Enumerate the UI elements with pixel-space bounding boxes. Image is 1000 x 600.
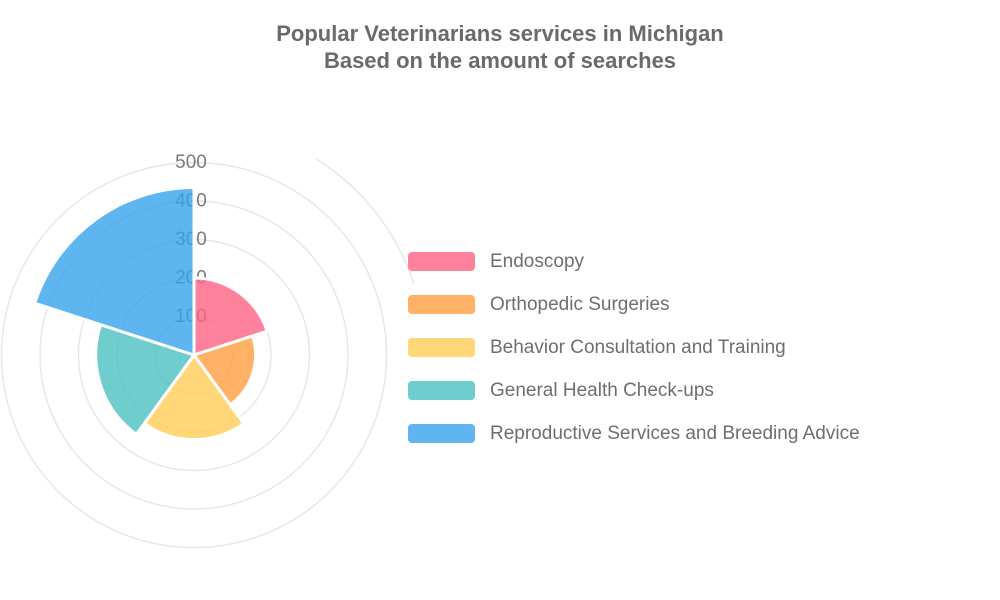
- chart-title-line1: Popular Veterinarians services in Michig…: [276, 21, 724, 46]
- legend-item-reproductive-services-and-breeding-advice[interactable]: Reproductive Services and Breeding Advic…: [408, 422, 860, 444]
- legend-item-behavior-consultation-and-training[interactable]: Behavior Consultation and Training: [408, 336, 860, 358]
- legend-item-general-health-check-ups[interactable]: General Health Check-ups: [408, 379, 860, 401]
- legend-swatch: [408, 252, 475, 271]
- grid-ring-500: [0, 161, 388, 549]
- wedge-behavior-consultation-and-training[interactable]: [142, 353, 246, 442]
- radial-tick-label-500: 500: [175, 152, 207, 173]
- chart-title: Popular Veterinarians services in Michig…: [0, 20, 1000, 74]
- legend-label: Endoscopy: [490, 250, 585, 272]
- wedge-reproductive-services-and-breeding-advice[interactable]: [33, 186, 196, 357]
- legend-swatch: [408, 338, 475, 357]
- wedge-general-health-check-ups[interactable]: [94, 323, 196, 436]
- legend-swatch: [408, 424, 475, 443]
- legend-swatch: [408, 295, 475, 314]
- legend-label: General Health Check-ups: [490, 379, 714, 401]
- wedge-orthopedic-surgeries[interactable]: [192, 334, 258, 407]
- polar-wedges: [33, 186, 269, 442]
- grid-outer-arc: [316, 158, 415, 284]
- chart-legend: Endoscopy Orthopedic Surgeries Behavior Co…: [408, 250, 860, 444]
- chart-title-line2: Based on the amount of searches: [323, 48, 677, 73]
- legend-label: Orthopedic Surgeries: [490, 293, 670, 315]
- legend-item-orthopedic-surgeries[interactable]: Orthopedic Surgeries: [408, 293, 860, 315]
- legend-label: Reproductive Services and Breeding Advic…: [490, 422, 860, 444]
- legend-label: Behavior Consultation and Training: [490, 336, 786, 358]
- legend-swatch: [408, 381, 475, 400]
- legend-item-endoscopy[interactable]: Endoscopy: [408, 250, 860, 272]
